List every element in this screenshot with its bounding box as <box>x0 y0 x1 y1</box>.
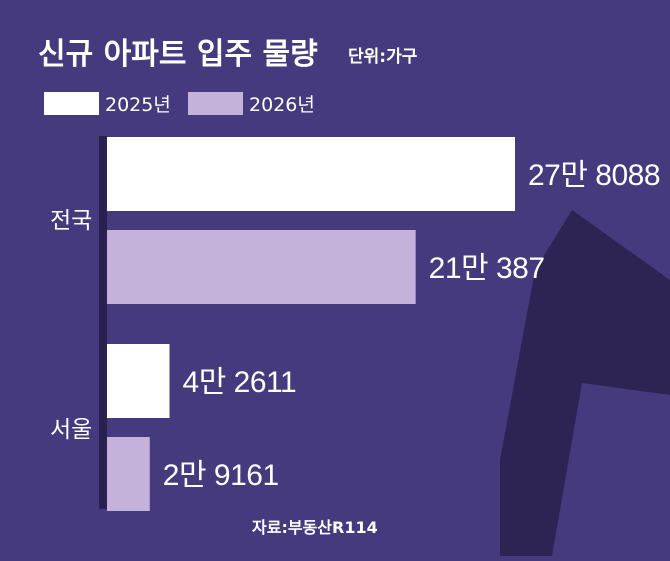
legend-swatch-2025 <box>44 92 99 115</box>
value-labels-group: 27만 8088 21만 387 4만 2611 2만 9161 <box>163 159 661 492</box>
category-label-national: 전국 <box>50 208 92 234</box>
bar-national-2026 <box>107 230 416 304</box>
value-label-national-2025: 27만 8088 <box>528 159 660 192</box>
legend-label-2025: 2025년 <box>105 94 171 116</box>
bar-seoul-2025 <box>107 344 170 418</box>
decorative-shape <box>500 210 670 556</box>
bars-group <box>107 137 515 511</box>
category-axis-line <box>99 136 107 509</box>
value-label-national-2026: 21만 387 <box>429 252 545 285</box>
category-label-seoul: 서울 <box>50 417 92 443</box>
legend-label-2026: 2026년 <box>249 94 315 116</box>
bar-seoul-2026 <box>107 437 150 511</box>
legend-swatch-2026 <box>188 92 243 115</box>
chart-title: 신규 아파트 입주 물량 <box>38 37 318 72</box>
legend: 2025년 2026년 <box>44 92 315 116</box>
source-note: 자료:부동산R114 <box>252 518 378 537</box>
bar-national-2025 <box>107 137 515 211</box>
value-label-seoul-2025: 4만 2611 <box>183 366 297 399</box>
value-label-seoul-2026: 2만 9161 <box>163 459 279 492</box>
unit-label: 단위:가구 <box>348 47 418 67</box>
